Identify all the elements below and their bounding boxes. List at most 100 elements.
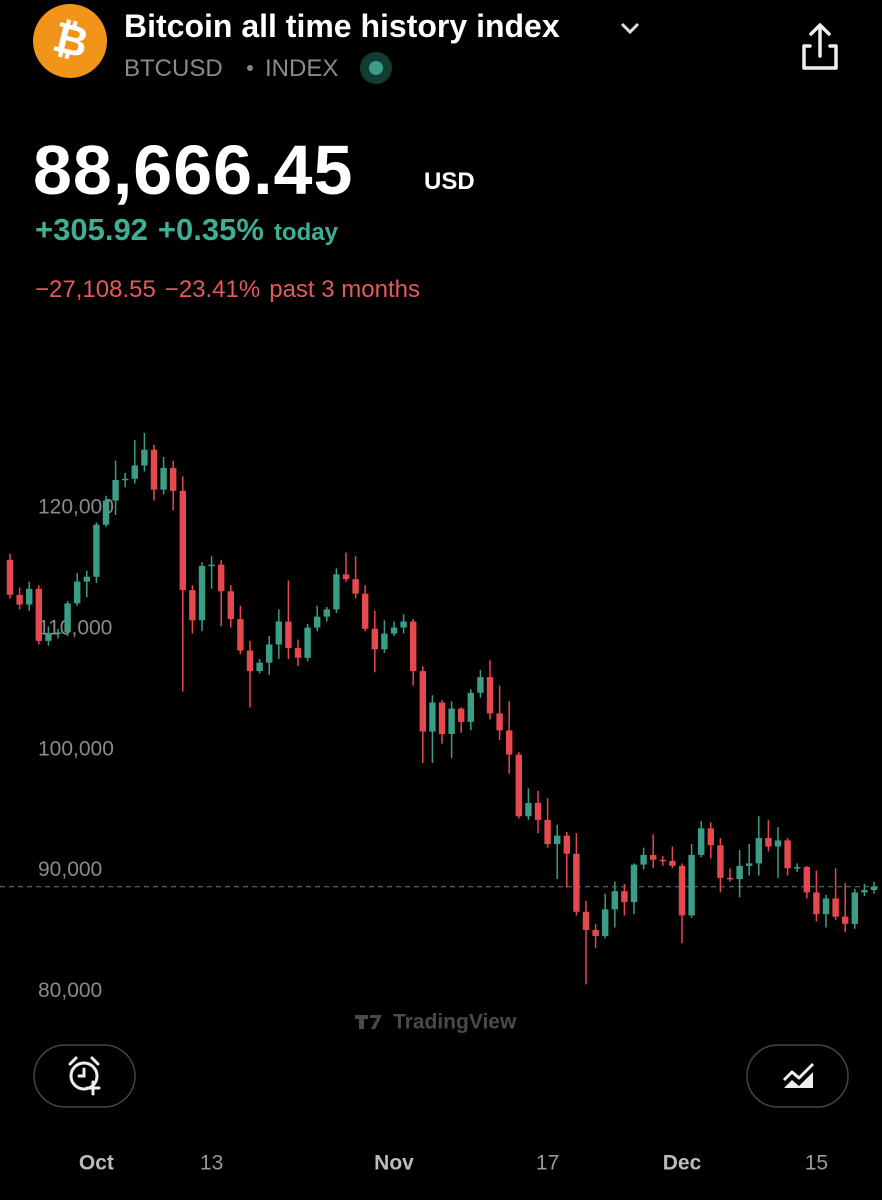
status-dot (369, 61, 383, 75)
indicators-button[interactable] (746, 1044, 849, 1108)
candle-body (515, 754, 522, 817)
currency: USD (424, 168, 475, 195)
separator-dot (247, 65, 253, 71)
today-label: today (273, 219, 338, 246)
candle-body (342, 574, 350, 580)
price: 88,666.45 (33, 131, 354, 209)
candle-body (582, 911, 590, 930)
change-period-pct: −23.41% (164, 276, 261, 303)
bitcoin-logo (33, 4, 107, 78)
candle-body (458, 708, 465, 722)
candle-body (851, 892, 858, 924)
candle-body (352, 579, 359, 594)
y-tick-label: 100,000 (38, 737, 114, 760)
candle-body (160, 467, 167, 490)
candle-body (246, 650, 254, 672)
candle-body (621, 891, 628, 903)
candle-body (765, 838, 772, 847)
candle-body (64, 603, 71, 633)
candle-body (640, 854, 647, 865)
candle-body (266, 644, 273, 663)
candle-body (333, 574, 340, 610)
candle-body (813, 892, 820, 915)
y-tick-label: 120,000 (38, 495, 114, 518)
candle-body (650, 854, 657, 860)
candle-body (525, 802, 532, 817)
watermark: TradingView (393, 1011, 517, 1034)
candle-body (275, 621, 282, 645)
candle-body (506, 730, 513, 755)
candle-body (323, 609, 330, 617)
candle-body (362, 593, 369, 629)
candle-body (218, 564, 225, 592)
candle-body (794, 867, 801, 869)
candle-body (390, 627, 398, 634)
candle-body (755, 838, 762, 864)
candle-body (592, 929, 599, 936)
kind: INDEX (265, 55, 339, 82)
candle-body (688, 854, 695, 916)
candle-body (842, 916, 849, 924)
x-tick-label: Nov (374, 1152, 414, 1175)
candle-body (611, 891, 618, 910)
candle-body (698, 828, 705, 855)
candle-body (563, 835, 570, 854)
watermark-logo (355, 1015, 382, 1029)
candle-body (83, 576, 90, 582)
candle-body (736, 865, 743, 880)
candle-body (486, 677, 494, 714)
candle-body (6, 559, 14, 595)
dropdown-chevron[interactable] (620, 22, 640, 35)
candle-body (477, 677, 484, 693)
candle-body (726, 877, 734, 880)
symbol: BTCUSD (124, 55, 223, 82)
candle-body (861, 890, 868, 893)
candle-body (122, 478, 129, 481)
candle-body (746, 863, 753, 866)
candle-body (170, 467, 177, 491)
candle-body (784, 840, 791, 869)
candle-body (208, 564, 215, 567)
candle-body (16, 594, 23, 605)
candle-body (294, 648, 302, 658)
candle-body (74, 581, 81, 604)
candle-body (35, 588, 42, 641)
candle-body (832, 898, 839, 917)
candle-body (237, 619, 244, 651)
candle-body (102, 500, 110, 525)
x-tick-label: 17 (536, 1152, 559, 1175)
candle-body (189, 590, 196, 621)
alarm-button[interactable] (33, 1044, 136, 1108)
candle-body (381, 633, 388, 650)
candle-body (304, 627, 311, 658)
candle-body (410, 621, 417, 672)
candle-body (448, 708, 455, 734)
candle-body (669, 860, 676, 866)
period-label: past 3 months (269, 276, 420, 303)
candle-body (602, 909, 609, 936)
y-tick-label: 90,000 (38, 858, 102, 881)
candle-body (26, 588, 33, 605)
candle-body (400, 621, 407, 628)
candle-body (371, 628, 378, 650)
candle-body (630, 864, 638, 903)
candle-body (774, 840, 782, 847)
change-period-row: −27,108.55 −23.41% past 3 months (35, 276, 420, 304)
candle-body (54, 632, 62, 634)
candle-body (141, 449, 148, 466)
candle-body (93, 524, 100, 577)
candle-body (227, 591, 234, 620)
x-tick-label: Dec (663, 1152, 702, 1175)
candle-body (659, 859, 666, 862)
candle-body (717, 845, 724, 878)
share-button[interactable] (802, 23, 838, 70)
candle-body (573, 853, 580, 912)
title[interactable]: Bitcoin all time history index (124, 8, 560, 44)
candle-body (467, 692, 474, 722)
candle-body (314, 616, 321, 628)
candle-body (179, 490, 186, 591)
x-tick-label: 15 (805, 1152, 828, 1175)
candle-body (822, 898, 830, 915)
